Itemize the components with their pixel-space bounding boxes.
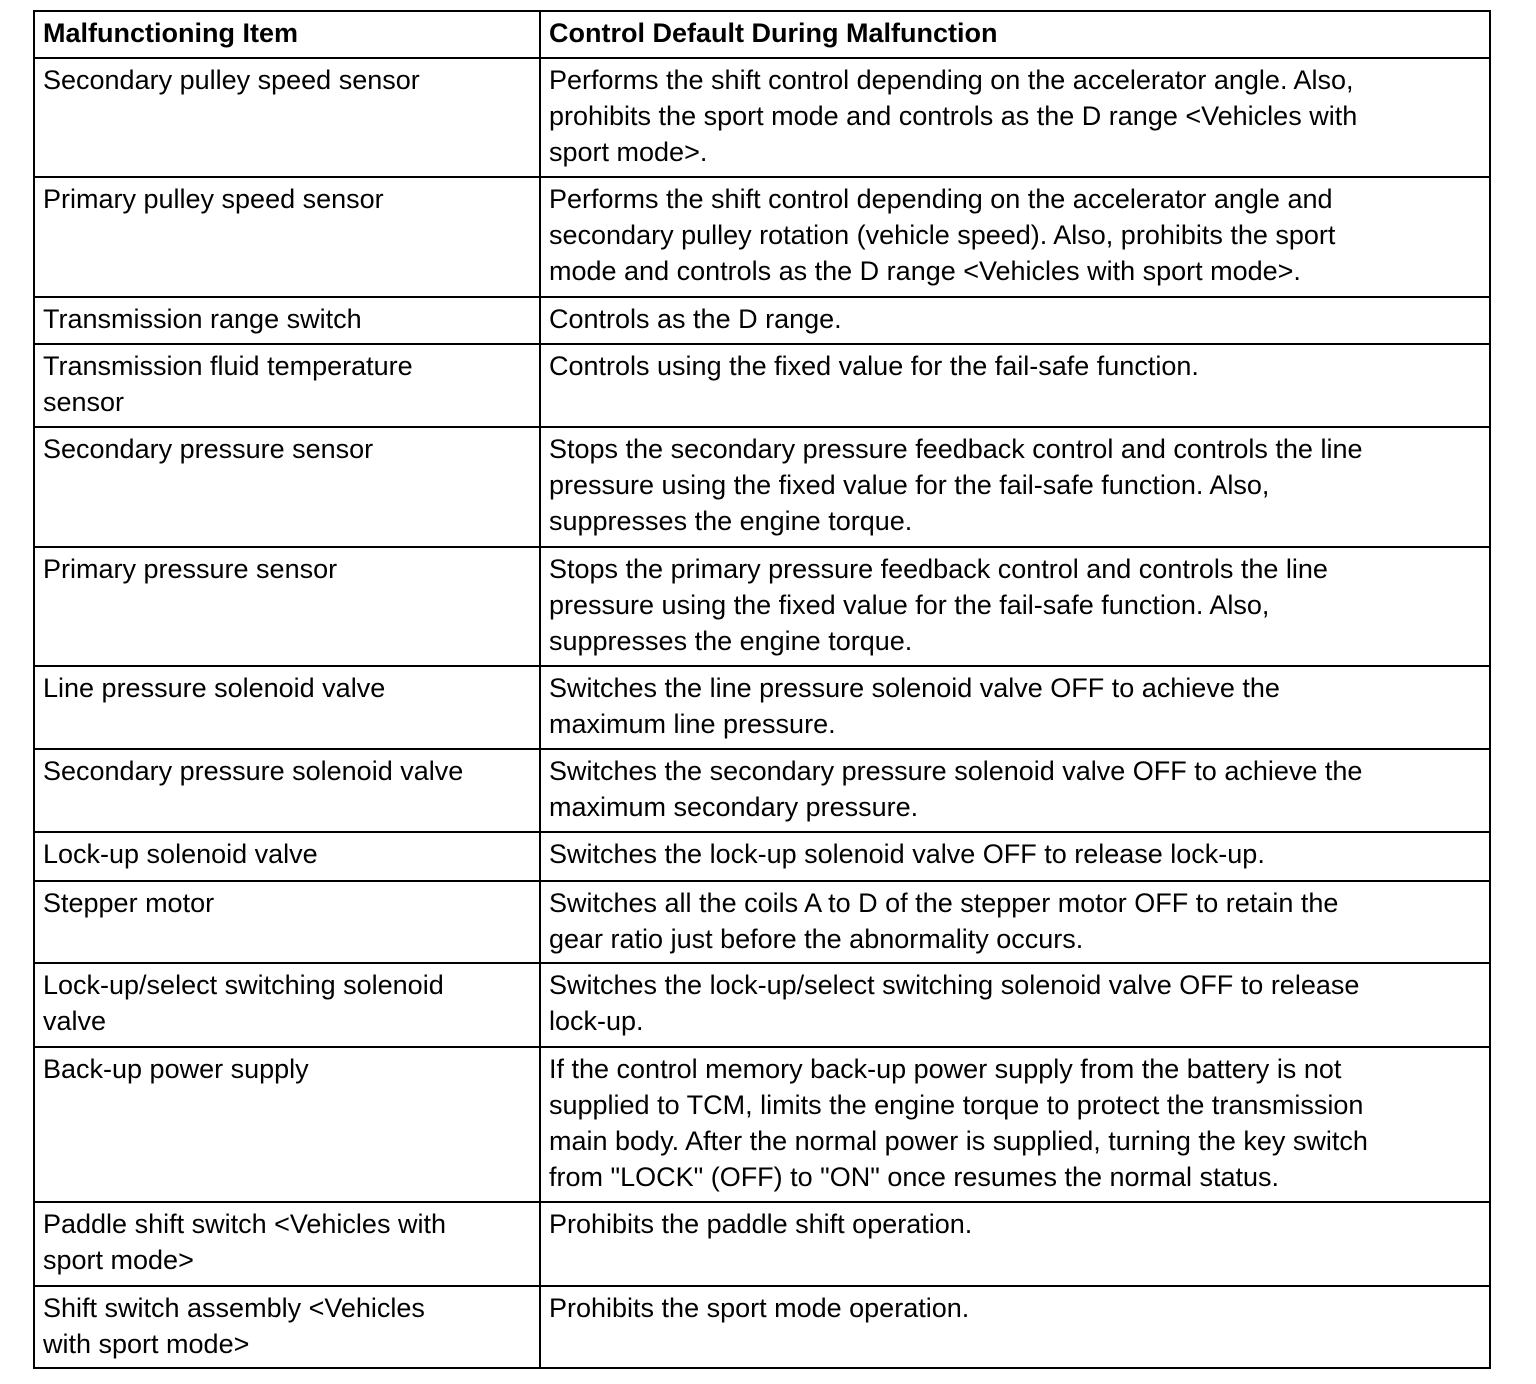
header-malfunctioning-item: Malfunctioning Item	[33, 10, 541, 59]
table-row: Secondary pulley speed sensor Performs th…	[33, 57, 1491, 178]
header-row: Malfunctioning Item Control Default Duri…	[33, 10, 1491, 59]
control-default-cell: Switches the secondary pressure solenoid…	[539, 748, 1491, 833]
malfunctioning-item-cell: Shift switch assembly <Vehicles with spo…	[33, 1285, 541, 1369]
malfunctioning-item-cell: Secondary pressure solenoid valve	[33, 748, 541, 833]
malfunctioning-item-cell: Transmission range switch	[33, 296, 541, 345]
control-default-cell: Prohibits the sport mode operation.	[539, 1285, 1491, 1369]
malfunctioning-item-cell: Transmission fluid temperature sensor	[33, 343, 541, 428]
table-row: Primary pressure sensor Stops the primary…	[33, 546, 1491, 667]
malfunctioning-item-cell: Secondary pressure sensor	[33, 426, 541, 548]
control-default-cell: Stops the secondary pressure feedback co…	[539, 426, 1491, 548]
table-row: Lock-up solenoid valve Switches the lock-…	[33, 831, 1491, 882]
control-default-cell: Stops the primary pressure feedback cont…	[539, 546, 1491, 667]
table-row: Transmission range switch Controls as the…	[33, 296, 1491, 345]
malfunctioning-item-cell: Primary pressure sensor	[33, 546, 541, 667]
control-default-cell: Switches the lock-up solenoid valve OFF …	[539, 831, 1491, 882]
table-row: Transmission fluid temperature sensor Con…	[33, 343, 1491, 428]
control-default-cell: Performs the shift control depending on …	[539, 57, 1491, 178]
table-row: Stepper motor Switches all the coils A to…	[33, 880, 1491, 964]
malfunctioning-item-cell: Lock-up/select switching solenoid valve	[33, 962, 541, 1048]
table-row: Lock-up/select switching solenoid valve S…	[33, 962, 1491, 1048]
malfunctioning-item-cell: Back-up power supply	[33, 1046, 541, 1203]
table-row: Paddle shift switch <Vehicles with sport…	[33, 1201, 1491, 1287]
table-row: Line pressure solenoid valve Switches the…	[33, 665, 1491, 750]
control-default-cell: Switches all the coils A to D of the ste…	[539, 880, 1491, 964]
control-default-cell: Prohibits the paddle shift operation.	[539, 1201, 1491, 1287]
table-row: Primary pulley speed sensor Performs the …	[33, 176, 1491, 298]
malfunctioning-item-cell: Stepper motor	[33, 880, 541, 964]
table-row: Back-up power supply If the control memor…	[33, 1046, 1491, 1203]
malfunctioning-item-cell: Lock-up solenoid valve	[33, 831, 541, 882]
table-row: Secondary pressure solenoid valve Switche…	[33, 748, 1491, 833]
malfunction-table: Malfunctioning Item Control Default Duri…	[33, 10, 1491, 1369]
table-row: Shift switch assembly <Vehicles with spo…	[33, 1285, 1491, 1369]
malfunctioning-item-cell: Paddle shift switch <Vehicles with sport…	[33, 1201, 541, 1287]
malfunctioning-item-cell: Line pressure solenoid valve	[33, 665, 541, 750]
header-control-default: Control Default During Malfunction	[539, 10, 1491, 59]
control-default-cell: Switches the lock-up/select switching so…	[539, 962, 1491, 1048]
control-default-cell: If the control memory back-up power supp…	[539, 1046, 1491, 1203]
malfunctioning-item-cell: Primary pulley speed sensor	[33, 176, 541, 298]
control-default-cell: Controls as the D range.	[539, 296, 1491, 345]
control-default-cell: Switches the line pressure solenoid valv…	[539, 665, 1491, 750]
control-default-cell: Controls using the fixed value for the f…	[539, 343, 1491, 428]
control-default-cell: Performs the shift control depending on …	[539, 176, 1491, 298]
table-row: Secondary pressure sensor Stops the secon…	[33, 426, 1491, 548]
malfunctioning-item-cell: Secondary pulley speed sensor	[33, 57, 541, 178]
